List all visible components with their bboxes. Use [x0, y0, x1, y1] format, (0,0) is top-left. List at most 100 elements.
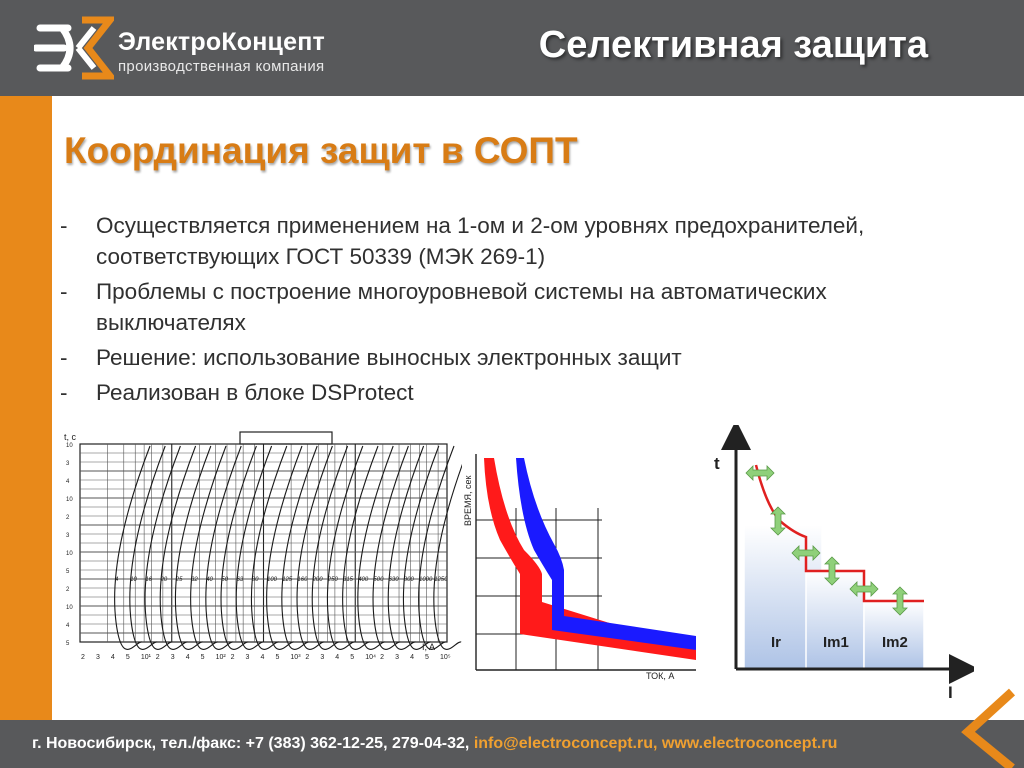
fuse-x-tick: 10⁵ [440, 654, 451, 661]
fuse-y-tick: 5 [66, 569, 70, 575]
protection-ladder-chart: t I Ir Im1 Im2 [714, 425, 974, 702]
footer-bar: г. Новосибирск, тел./факс: +7 (383) 362-… [0, 720, 1024, 768]
brand-name: ЭлектроКонцепт [118, 28, 325, 56]
fuse-rating-label: 4 [115, 577, 119, 583]
fuse-x-tick: 10² [216, 654, 227, 661]
fuse-x-tick: 2 [305, 654, 309, 661]
fuse-chart-grid [79, 443, 448, 643]
fuse-curve [372, 445, 409, 650]
fuse-curve [311, 445, 349, 650]
time-current-chart: ВРЕМЯ, сек ТОК, А [463, 454, 696, 681]
fuse-y-tick: 10 [66, 497, 73, 503]
zone-label: Ir [771, 634, 781, 651]
trip-curve [754, 464, 924, 603]
fuse-y-tick: 10 [66, 605, 73, 611]
fuse-rating-label: 50 [221, 577, 228, 583]
fuse-rating-label: 160 [297, 577, 308, 583]
fuse-rating-label: 315 [343, 577, 354, 583]
fuse-rating-label: 200 [312, 577, 324, 583]
fuse-x-tick: 4 [410, 654, 414, 661]
fuse-x-tick: 4 [261, 654, 265, 661]
fuse-x-tick: 10¹ [141, 654, 152, 661]
fuse-rating-label: 400 [358, 577, 369, 583]
fuse-y-tick: 4 [66, 623, 70, 629]
fuse-rating-label: 100 [267, 577, 278, 583]
fuse-x-tick: 10⁴ [365, 654, 376, 661]
bullet-item: Осуществляется применением на 1-ом и 2-о… [60, 210, 910, 272]
fuse-x-tick: 3 [395, 654, 399, 661]
fuse-x-unit: I, A [422, 642, 435, 652]
fuse-curve [235, 445, 273, 650]
fuse-y-tick: 3 [66, 533, 70, 539]
ladder-zones [743, 524, 925, 670]
bullet-item: Проблемы с построение многоуровневой сис… [60, 276, 910, 338]
fuse-chart-curves [114, 445, 462, 650]
footer-website-link[interactable]: www.electroconcept.ru [661, 735, 838, 752]
fuse-y-tick: 2 [66, 587, 70, 593]
fuse-rating-label: 500 [373, 577, 384, 583]
footer-email-link[interactable]: info@electroconcept.ru [473, 735, 653, 752]
fuse-rating-label: 25 [175, 577, 183, 583]
fuse-rating-label: 125 [282, 577, 293, 583]
current-axis-label: ТОК, А [646, 671, 674, 681]
fuse-x-tick: 3 [246, 654, 250, 661]
fuse-rating-label: 80 [252, 577, 259, 583]
fuse-y-tick: 10 [66, 551, 73, 557]
fuse-x-tick: 5 [201, 654, 205, 661]
fuse-x-tick: 2 [231, 654, 235, 661]
fuse-characteristic-chart: 10 3 4 10 2 3 10 5 2 10 4 5 2 3 4 5 10¹ 2 3 4 5 10² 2 3 4 5 10³ 2 3 4… [64, 431, 462, 661]
fuse-x-tick: 2 [156, 654, 160, 661]
fuse-curve [357, 445, 394, 650]
footer-address: г. Новосибирск, тел./факс: +7 (383) 362-… [32, 735, 470, 752]
fuse-y-tick: 2 [66, 515, 70, 521]
footer-separator: , [653, 735, 658, 752]
fuse-curve [205, 445, 242, 650]
fuse-y-tick: 5 [66, 641, 70, 647]
page-title: Селективная защита [538, 24, 928, 66]
vertical-arrow [824, 556, 840, 586]
fuse-rating-label: 1250 [434, 577, 448, 583]
fuse-rating-bracket [239, 431, 333, 445]
fuse-rating-label: 800 [404, 577, 415, 583]
fuse-x-tick: 5 [425, 654, 429, 661]
fuse-curve [129, 445, 166, 650]
fuse-rating-label: 10 [130, 577, 137, 583]
fuse-x-tick: 4 [111, 654, 115, 661]
fuse-rating-label: 63 [237, 577, 244, 583]
zone-label: Im2 [882, 634, 908, 651]
logo-mark-icon [34, 16, 114, 80]
fuse-rating-label: 16 [145, 577, 152, 583]
fuse-curve [266, 445, 303, 650]
fuse-curve [250, 445, 288, 650]
section-title: Координация защит в СОПТ [64, 130, 578, 171]
fuse-rating-label: 1000 [419, 577, 433, 583]
fuse-x-tick: 3 [96, 654, 100, 661]
t-axis-label: t [714, 454, 720, 473]
fuse-curve [174, 445, 212, 650]
brand-subtitle: производственная компания [118, 58, 325, 75]
fuse-curve [114, 445, 151, 650]
time-axis-label: ВРЕМЯ, сек [463, 475, 473, 526]
fuse-curve [433, 463, 462, 650]
fuse-x-tick: 2 [81, 654, 85, 661]
fuse-x-tick: 5 [350, 654, 354, 661]
fuse-rating-label: 250 [327, 577, 339, 583]
fuse-chart-labels: 10 3 4 10 2 3 10 5 2 10 4 5 2 3 4 5 10¹ 2 3 4 5 10² 2 3 4 5 10³ 2 3 4… [66, 443, 451, 661]
fuse-curve [190, 445, 227, 650]
orange-side-bar [0, 96, 52, 720]
fuse-curve [326, 445, 364, 650]
fuse-x-tick: 2 [380, 654, 384, 661]
fuse-curve [402, 445, 440, 650]
fuse-x-tick: 5 [126, 654, 130, 661]
fuse-x-tick: 5 [275, 654, 279, 661]
company-logo[interactable]: ЭлектроКонцепт производственная компания [34, 14, 364, 82]
fuse-x-tick: 10³ [290, 654, 301, 661]
fuse-rating-label: 630 [389, 577, 400, 583]
header-bar: ЭлектроКонцепт производственная компания… [0, 0, 1024, 96]
fuse-y-tick: 10 [66, 443, 73, 449]
fuse-x-tick: 3 [320, 654, 324, 661]
fuse-curve [387, 445, 425, 650]
fuse-y-tick: 3 [66, 461, 70, 467]
fuse-y-unit: t, c [64, 432, 77, 442]
horizontal-arrow [849, 581, 879, 597]
